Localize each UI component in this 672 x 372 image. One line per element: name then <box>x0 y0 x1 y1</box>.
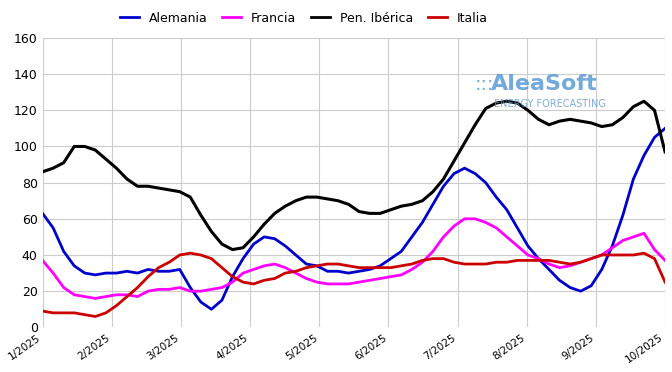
Alemania <box>228 275 237 279</box>
Line: Alemania: Alemania <box>42 128 665 309</box>
Text: :::: ::: <box>475 75 495 94</box>
Italia <box>218 265 226 270</box>
Alemania <box>249 242 257 246</box>
Legend: Alemania, Francia, Pen. Ibérica, Italia: Alemania, Francia, Pen. Ibérica, Italia <box>115 7 493 29</box>
Alemania <box>260 235 268 239</box>
Pen. Ibérica <box>144 184 152 189</box>
Italia <box>661 280 669 284</box>
Pen. Ibérica <box>249 235 257 239</box>
Italia <box>91 314 99 319</box>
Line: Italia: Italia <box>42 253 665 317</box>
Francia <box>208 287 216 292</box>
Italia <box>38 309 46 313</box>
Alemania <box>661 126 669 131</box>
Italia <box>450 260 458 264</box>
Francia <box>260 264 268 268</box>
Alemania <box>197 300 205 304</box>
Pen. Ibérica <box>228 247 237 252</box>
Pen. Ibérica <box>38 170 46 174</box>
Line: Francia: Francia <box>42 219 665 298</box>
Italia <box>186 251 194 256</box>
Francia <box>460 217 468 221</box>
Pen. Ibérica <box>661 150 669 154</box>
Francia <box>38 258 46 263</box>
Pen. Ibérica <box>503 99 511 103</box>
Line: Pen. Ibérica: Pen. Ibérica <box>42 101 665 250</box>
Francia <box>91 296 99 301</box>
Pen. Ibérica <box>218 242 226 246</box>
Francia <box>155 287 163 292</box>
Italia <box>239 280 247 284</box>
Pen. Ibérica <box>197 213 205 217</box>
Francia <box>661 258 669 263</box>
Text: ENERGY FORECASTING: ENERGY FORECASTING <box>494 99 605 109</box>
Francia <box>439 235 448 239</box>
Text: AleaSoft: AleaSoft <box>491 74 597 94</box>
Pen. Ibérica <box>439 177 448 181</box>
Alemania <box>208 307 216 311</box>
Alemania <box>439 184 448 189</box>
Pen. Ibérica <box>260 222 268 227</box>
Italia <box>155 265 163 270</box>
Italia <box>271 276 279 281</box>
Italia <box>260 278 268 283</box>
Francia <box>249 267 257 272</box>
Alemania <box>38 211 46 216</box>
Alemania <box>144 267 152 272</box>
Francia <box>228 280 237 284</box>
